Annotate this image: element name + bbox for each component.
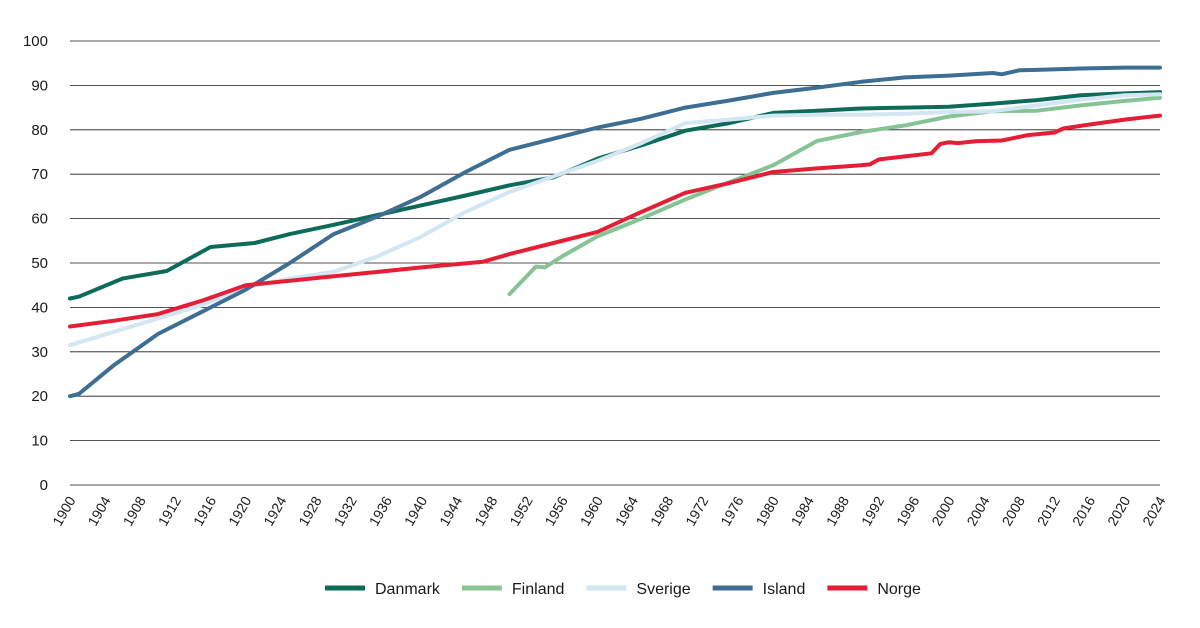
x-tick-label-1932: 1932 xyxy=(330,493,360,528)
y-tick-label-10: 10 xyxy=(31,433,48,450)
series-line-finland xyxy=(507,95,1162,297)
y-tick-label-70: 70 xyxy=(31,166,48,183)
legend-label-island: Island xyxy=(763,581,806,598)
x-tick-label-1936: 1936 xyxy=(366,493,396,528)
x-tick-label-1924: 1924 xyxy=(260,493,290,528)
y-tick-label-0: 0 xyxy=(40,477,48,494)
x-tick-label-1964: 1964 xyxy=(612,493,642,528)
x-tick-label-1952: 1952 xyxy=(506,493,536,528)
legend-label-danmark: Danmark xyxy=(375,581,441,598)
legend-label-finland: Finland xyxy=(512,581,564,598)
x-tick-label-2008: 2008 xyxy=(999,493,1029,528)
y-tick-label-20: 20 xyxy=(31,388,48,405)
legend: Danmark Finland Sverige Island Norge xyxy=(325,581,921,598)
series-lines xyxy=(68,65,1162,399)
x-tick-label-1992: 1992 xyxy=(858,493,888,528)
series-line-norge xyxy=(68,113,1162,329)
y-tick-label-40: 40 xyxy=(31,299,48,316)
x-tick-label-1944: 1944 xyxy=(436,493,466,528)
x-tick-label-1948: 1948 xyxy=(471,493,501,528)
x-tick-label-2016: 2016 xyxy=(1069,493,1099,528)
x-tick-label-1920: 1920 xyxy=(225,493,255,528)
x-tick-label-2024: 2024 xyxy=(1139,493,1169,528)
x-tick-label-1976: 1976 xyxy=(717,493,747,528)
x-tick-label-2000: 2000 xyxy=(928,493,958,528)
x-tick-label-1940: 1940 xyxy=(401,493,431,528)
x-tick-label-2020: 2020 xyxy=(1104,493,1134,528)
x-tick-label-1972: 1972 xyxy=(682,493,712,528)
x-tick-label-1960: 1960 xyxy=(577,493,607,528)
y-axis-tick-labels: 0 10 20 30 40 50 60 70 80 90 100 xyxy=(23,33,48,494)
x-tick-label-1968: 1968 xyxy=(647,493,677,528)
x-tick-label-1980: 1980 xyxy=(752,493,782,528)
gridlines xyxy=(70,40,1160,486)
y-tick-label-90: 90 xyxy=(31,77,48,94)
x-tick-label-1988: 1988 xyxy=(823,493,853,528)
x-tick-label-1904: 1904 xyxy=(84,493,114,528)
x-tick-label-1900: 1900 xyxy=(49,493,79,528)
x-tick-label-1956: 1956 xyxy=(541,493,571,528)
y-tick-label-60: 60 xyxy=(31,211,48,228)
y-tick-label-50: 50 xyxy=(31,255,48,272)
x-tick-label-2004: 2004 xyxy=(963,493,993,528)
x-tick-label-2012: 2012 xyxy=(1034,493,1064,528)
x-tick-label-1928: 1928 xyxy=(295,493,325,528)
y-tick-label-100: 100 xyxy=(23,33,48,50)
x-tick-label-1916: 1916 xyxy=(190,493,220,528)
x-axis-tick-labels: 1900 1904 1908 1912 1916 1920 1924 1928 1932 1936… xyxy=(49,493,1169,528)
series-line-danmark xyxy=(68,90,1162,301)
y-tick-label-30: 30 xyxy=(31,344,48,361)
x-tick-label-1996: 1996 xyxy=(893,493,923,528)
series-line-island xyxy=(68,65,1162,399)
x-tick-label-1912: 1912 xyxy=(155,493,185,528)
legend-label-norge: Norge xyxy=(877,581,921,598)
y-tick-label-80: 80 xyxy=(31,122,48,139)
x-tick-label-1908: 1908 xyxy=(119,493,149,528)
x-tick-label-1984: 1984 xyxy=(788,493,818,528)
legend-label-sverige: Sverige xyxy=(636,581,690,598)
